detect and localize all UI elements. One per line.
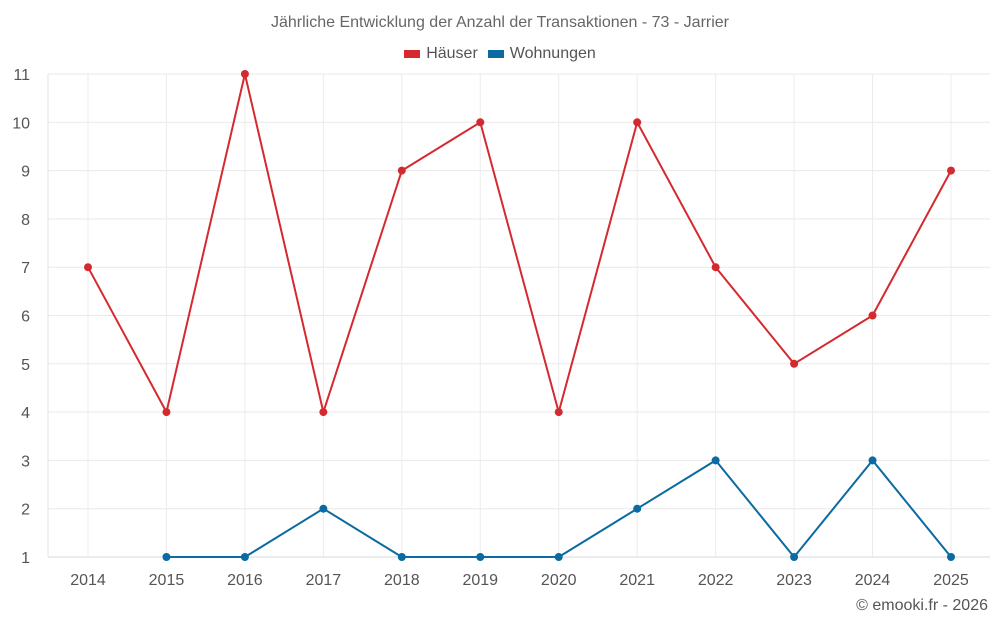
data-point-wohnungen (554, 553, 563, 561)
data-point-haeuser (790, 359, 799, 368)
x-tick-label: 2019 (462, 572, 498, 589)
y-tick-label: 1 (21, 550, 30, 567)
y-tick-label: 10 (12, 115, 30, 132)
legend-label-haeuser: Häuser (426, 45, 478, 62)
data-point-haeuser (868, 311, 877, 320)
legend-swatch-wohnungen (487, 50, 504, 58)
data-point-haeuser (554, 408, 563, 417)
x-tick-label: 2023 (776, 572, 812, 589)
data-point-wohnungen (319, 504, 328, 513)
data-point-haeuser (711, 263, 720, 272)
y-tick-label: 7 (21, 260, 30, 277)
y-tick-label: 11 (13, 67, 30, 84)
y-tick-label: 2 (21, 502, 30, 519)
x-tick-label: 2017 (306, 572, 342, 589)
data-point-haeuser (240, 70, 249, 78)
x-tick-label: 2022 (698, 572, 734, 589)
legend-label-wohnungen: Wohnungen (509, 45, 596, 62)
x-tick-label: 2014 (70, 572, 106, 589)
x-tick-label: 2024 (855, 572, 891, 589)
y-tick-label: 8 (21, 212, 30, 229)
legend: Häuser Wohnungen (0, 45, 1000, 63)
data-point-wohnungen (162, 553, 171, 561)
y-tick-label: 4 (21, 405, 30, 422)
legend-swatch-haeuser (404, 50, 421, 58)
data-point-haeuser (633, 118, 642, 127)
data-point-wohnungen (711, 456, 720, 465)
x-tick-label: 2015 (149, 572, 185, 589)
data-point-wohnungen (868, 456, 877, 465)
x-tick-label: 2016 (227, 572, 263, 589)
data-point-wohnungen (240, 553, 249, 561)
copyright-watermark: © emooki.fr - 2026 (856, 597, 988, 614)
y-tick-label: 6 (21, 309, 30, 326)
data-point-haeuser (319, 408, 328, 417)
series-line-haeuser (87, 73, 952, 414)
chart-title: Jährliche Entwicklung der Anzahl der Tra… (271, 14, 729, 31)
legend-item-haeuser[interactable]: Häuser (404, 45, 478, 63)
x-tick-label: 2018 (384, 572, 420, 589)
data-point-haeuser (84, 263, 92, 272)
data-point-haeuser (162, 408, 171, 417)
legend-item-wohnungen[interactable]: Wohnungen (487, 45, 596, 63)
y-tick-label: 5 (21, 357, 30, 374)
data-point-wohnungen (633, 504, 642, 513)
data-point-wohnungen (790, 553, 799, 561)
data-point-haeuser (947, 166, 955, 175)
y-tick-label: 9 (21, 164, 30, 181)
data-point-wohnungen (397, 553, 406, 561)
x-tick-label: 2020 (541, 572, 577, 589)
data-point-wohnungen (476, 553, 485, 561)
data-point-wohnungen (947, 553, 955, 561)
data-point-haeuser (476, 118, 485, 127)
x-tick-label: 2025 (933, 572, 969, 589)
data-point-haeuser (397, 166, 406, 175)
y-tick-label: 3 (21, 453, 30, 470)
x-tick-label: 2021 (619, 572, 655, 589)
